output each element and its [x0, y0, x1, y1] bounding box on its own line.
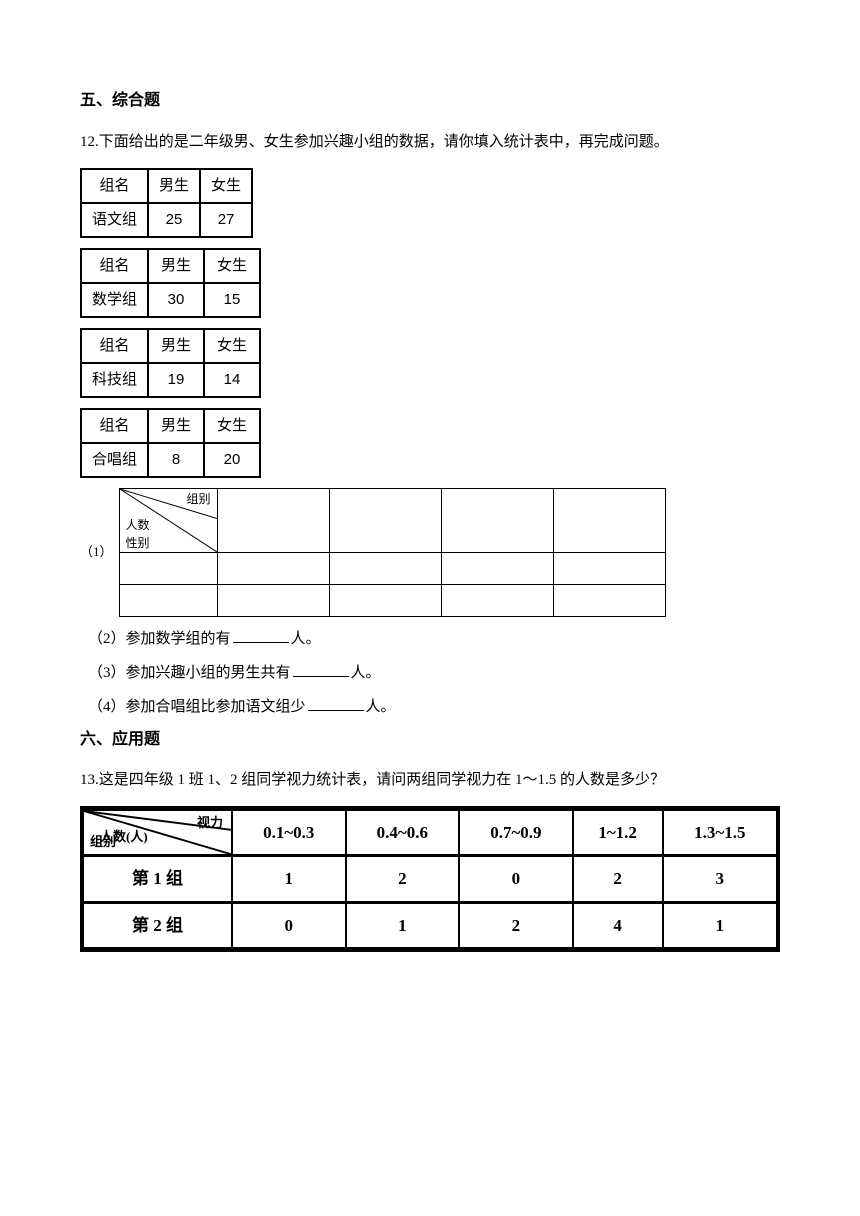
diag-label-top: 组别 [187, 493, 211, 505]
cell: 男生 [148, 169, 200, 203]
blank-cell [329, 584, 441, 616]
blank-cell [217, 552, 329, 584]
cell: 男生 [148, 249, 204, 283]
q13-row-label: 第 1 组 [82, 856, 232, 902]
cell: 8 [148, 443, 204, 477]
cell: 数学组 [81, 283, 148, 317]
cell: 27 [200, 203, 252, 237]
text: 人。 [366, 699, 396, 715]
q13-cell: 4 [573, 902, 663, 949]
q13-prompt: 13.这是四年级 1 班 1、2 组同学视力统计表，请问两组同学视力在 1～1.… [80, 768, 780, 792]
text: （3）参加兴趣小组的男生共有 [88, 665, 291, 681]
blank-cell [329, 488, 441, 552]
blank-cell [553, 552, 665, 584]
q13-cell: 3 [663, 856, 778, 902]
cell: 30 [148, 283, 204, 317]
text: 人。 [291, 631, 321, 647]
diag-header-cell: 组别 人数 性别 [119, 488, 217, 552]
blank-cell [553, 488, 665, 552]
section-6-title: 六、应用题 [80, 727, 780, 753]
blank-cell [217, 488, 329, 552]
diag-label-bottom: 性别 [126, 537, 150, 549]
blank-cell [217, 584, 329, 616]
q13-cell: 1 [232, 856, 346, 902]
blank-cell [441, 552, 553, 584]
q12-table-1: 组名 男生 女生 语文组 25 27 [80, 168, 253, 238]
q13-diag-bottom: 组别 [90, 832, 116, 853]
blank-cell [441, 584, 553, 616]
cell: 男生 [148, 409, 204, 443]
section-5-title: 五、综合题 [80, 88, 780, 114]
q13-col-header: 1.3~1.5 [663, 809, 778, 856]
q12-sub2: （2）参加数学组的有 人。 [88, 627, 780, 651]
q13-cell: 2 [573, 856, 663, 902]
cell: 25 [148, 203, 200, 237]
q13-vision-table: 视力 人数(人) 组别 0.1~0.3 0.4~0.6 0.7~0.9 1~1.… [80, 806, 780, 952]
cell: 19 [148, 363, 204, 397]
cell: 合唱组 [81, 443, 148, 477]
blank-underline [233, 629, 289, 643]
q13-cell: 0 [459, 856, 573, 902]
text: （2）参加数学组的有 [88, 631, 231, 647]
q13-diag-top: 视力 [197, 813, 223, 834]
cell: 组名 [81, 169, 148, 203]
blank-cell [329, 552, 441, 584]
q13-cell: 2 [346, 856, 460, 902]
blank-underline [293, 663, 349, 677]
cell: 女生 [204, 409, 260, 443]
cell: 语文组 [81, 203, 148, 237]
cell: 组名 [81, 329, 148, 363]
q12-table-2: 组名 男生 女生 数学组 30 15 [80, 248, 261, 318]
q13-col-header: 0.7~0.9 [459, 809, 573, 856]
cell: 15 [204, 283, 260, 317]
q12-sub3: （3）参加兴趣小组的男生共有 人。 [88, 661, 780, 685]
q12-blank-table: 组别 人数 性别 [119, 488, 666, 617]
blank-cell [441, 488, 553, 552]
q13-cell: 1 [346, 902, 460, 949]
cell: 14 [204, 363, 260, 397]
blank-underline [308, 697, 364, 711]
q12-table-4: 组名 男生 女生 合唱组 8 20 [80, 408, 261, 478]
q13-row-label: 第 2 组 [82, 902, 232, 949]
cell: 组名 [81, 409, 148, 443]
cell: 科技组 [81, 363, 148, 397]
text: （4）参加合唱组比参加语文组少 [88, 699, 306, 715]
blank-cell [119, 552, 217, 584]
cell: 组名 [81, 249, 148, 283]
q13-col-header: 0.4~0.6 [346, 809, 460, 856]
text: 人。 [351, 665, 381, 681]
q12-sub4: （4）参加合唱组比参加语文组少 人。 [88, 695, 780, 719]
cell: 男生 [148, 329, 204, 363]
q13-cell: 1 [663, 902, 778, 949]
blank-cell [119, 584, 217, 616]
cell: 女生 [200, 169, 252, 203]
diag-label-mid: 人数 [126, 519, 150, 531]
cell: 20 [204, 443, 260, 477]
q12-sub1-index: （1） [80, 542, 113, 563]
q12-table-3: 组名 男生 女生 科技组 19 14 [80, 328, 261, 398]
q13-cell: 2 [459, 902, 573, 949]
cell: 女生 [204, 249, 260, 283]
q12-prompt: 12.下面给出的是二年级男、女生参加兴趣小组的数据，请你填入统计表中，再完成问题… [80, 130, 780, 154]
q13-diag-header: 视力 人数(人) 组别 [82, 809, 232, 856]
blank-cell [553, 584, 665, 616]
cell: 女生 [204, 329, 260, 363]
q13-col-header: 0.1~0.3 [232, 809, 346, 856]
q13-cell: 0 [232, 902, 346, 949]
q13-col-header: 1~1.2 [573, 809, 663, 856]
